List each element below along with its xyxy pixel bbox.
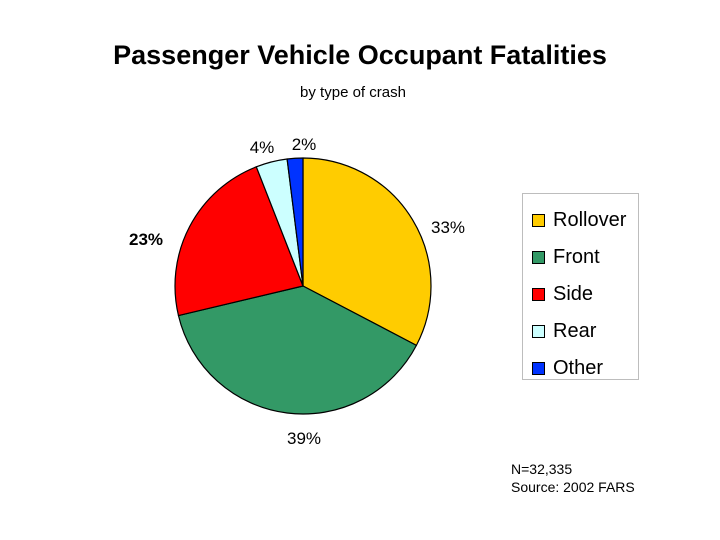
legend-swatch-rollover — [532, 214, 545, 227]
chart-subtitle: by type of crash — [300, 84, 406, 101]
data-source: Source: 2002 FARS — [511, 479, 635, 495]
data-label-front: 39% — [287, 429, 321, 448]
data-label-rollover: 33% — [431, 218, 465, 237]
legend-swatch-side — [532, 288, 545, 301]
legend-item-side: Side — [523, 276, 638, 313]
pie-slice-other — [286, 157, 304, 287]
sample-size: N=32,335 — [511, 461, 573, 477]
legend-item-rollover: Rollover — [523, 202, 638, 239]
legend-label-rear: Rear — [553, 320, 597, 342]
data-label-other: 2% — [292, 135, 317, 154]
legend-item-front: Front — [523, 239, 638, 276]
legend-item-other: Other — [523, 350, 638, 387]
data-label-side: 23% — [129, 230, 163, 249]
legend-label-front: Front — [553, 246, 600, 268]
legend-swatch-rear — [532, 325, 545, 338]
pie-slice-rollover — [302, 157, 432, 346]
legend-item-rear: Rear — [523, 313, 638, 350]
chart-legend: Rollover Front Side Rear Other — [522, 193, 639, 380]
legend-label-rollover: Rollover — [553, 209, 627, 231]
data-label-rear: 4% — [250, 138, 275, 157]
legend-swatch-front — [532, 251, 545, 264]
chart-title: Passenger Vehicle Occupant Fatalities — [113, 40, 607, 70]
legend-swatch-other — [532, 362, 545, 375]
legend-label-side: Side — [553, 283, 594, 305]
pie-slice-side — [174, 166, 304, 317]
legend-label-other: Other — [553, 357, 604, 379]
pie-slice-front — [177, 285, 418, 415]
source-note: N=32,335 Source: 2002 FARS — [511, 460, 635, 496]
